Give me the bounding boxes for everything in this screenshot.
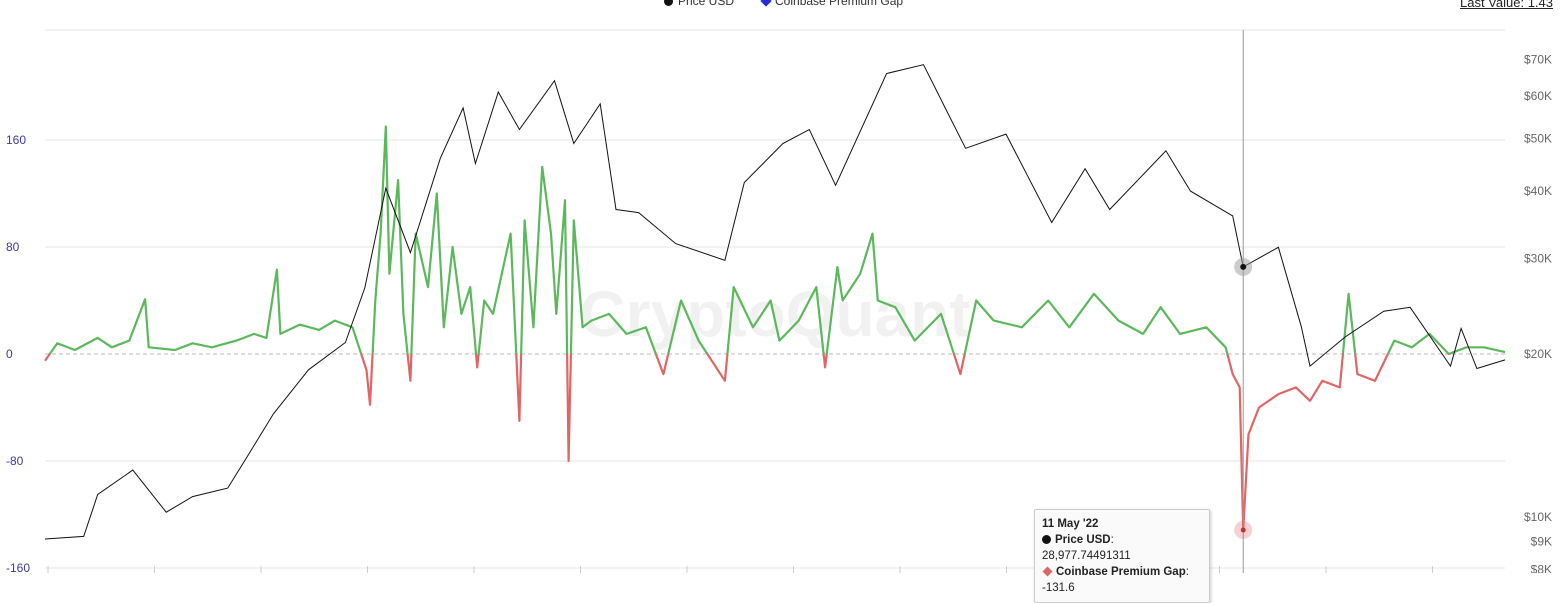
price-line [44, 64, 1506, 540]
right-axis-tick: $40K [1524, 184, 1552, 198]
right-axis-tick: $10K [1524, 510, 1552, 524]
left-axis-tick: -80 [6, 454, 24, 468]
right-axis-tick: $20K [1524, 347, 1552, 361]
tooltip-date: 11 May '22 [1042, 518, 1099, 530]
tooltip-premium-label: Coinbase Premium Gap [1056, 566, 1186, 578]
right-axis-tick: $8K [1531, 562, 1552, 573]
premium-gap-positive-line [48, 125, 1506, 354]
tooltip: 11 May '22 Price USD: 28,977.74491311 Co… [1034, 509, 1210, 603]
legend-price-label: Price USD [678, 0, 735, 8]
left-axis-tick: 80 [6, 240, 20, 254]
legend: Price USD Coinbase Premium Gap [664, 0, 903, 8]
circle-icon [1042, 535, 1051, 544]
right-axis-tick: $70K [1524, 53, 1552, 67]
tooltip-price-label: Price USD [1055, 534, 1111, 546]
legend-price[interactable]: Price USD [664, 0, 734, 8]
right-axis-tick: $9K [1531, 535, 1552, 549]
premium-gap-negative-line [44, 354, 1452, 532]
chart-canvas: 160 80 0 -80 -160 $70K $60K $50K $40K $30K $20K $10… [6, 29, 1552, 573]
left-axis-tick: 160 [6, 133, 26, 147]
tooltip-price-value: : 28,977.74491311 [1042, 534, 1131, 562]
premium-marker [1240, 527, 1246, 533]
circle-icon [664, 0, 673, 6]
diamond-icon [760, 0, 772, 7]
right-axis-tick: $60K [1524, 89, 1552, 103]
watermark: CryptoQuant [579, 278, 970, 350]
right-axis-tick: $30K [1524, 252, 1552, 266]
legend-premium[interactable]: Coinbase Premium Gap [760, 0, 904, 8]
legend-premium-label: Coinbase Premium Gap [775, 0, 904, 8]
last-value: Last Value: 1.43 [1460, 0, 1553, 10]
left-axis-tick: -160 [6, 561, 30, 573]
left-axis-tick: 0 [6, 347, 13, 361]
diamond-icon [1042, 566, 1053, 577]
price-marker [1240, 263, 1247, 270]
right-axis-tick: $50K [1524, 132, 1552, 146]
